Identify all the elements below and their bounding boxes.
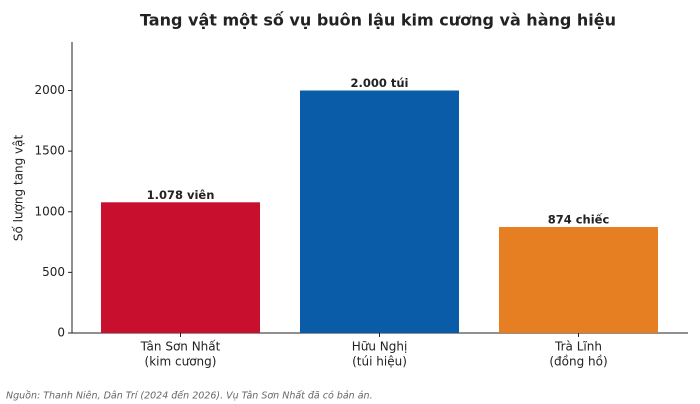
value-label: 1.078 viên: [147, 188, 215, 202]
y-axis-label: Số lượng tang vật: [12, 135, 26, 242]
chart-title: Tang vật một số vụ buôn lậu kim cương và…: [140, 11, 616, 30]
y-tick-label: 500: [42, 265, 65, 279]
bar: [300, 90, 459, 333]
x-tick-label: Hữu Nghị: [352, 340, 408, 354]
x-tick-label: (kim cương): [145, 355, 217, 369]
x-tick-label: (đồng hồ): [549, 355, 607, 369]
x-tick-label: (túi hiệu): [352, 355, 407, 369]
bar: [101, 202, 260, 333]
x-tick-label: Tân Sơn Nhất: [140, 340, 221, 354]
y-tick-label: 1000: [34, 204, 65, 218]
y-tick-label: 2000: [34, 83, 65, 97]
value-label: 874 chiếc: [548, 213, 610, 227]
bar: [499, 227, 658, 333]
source-note: Nguồn: Thanh Niên, Dân Trí (2024 đến 202…: [6, 391, 373, 402]
x-tick-label: Trà Lĩnh: [554, 340, 602, 354]
y-tick-label: 1500: [34, 144, 65, 158]
value-label: 2.000 túi: [350, 76, 408, 90]
y-tick-label: 0: [57, 326, 65, 340]
